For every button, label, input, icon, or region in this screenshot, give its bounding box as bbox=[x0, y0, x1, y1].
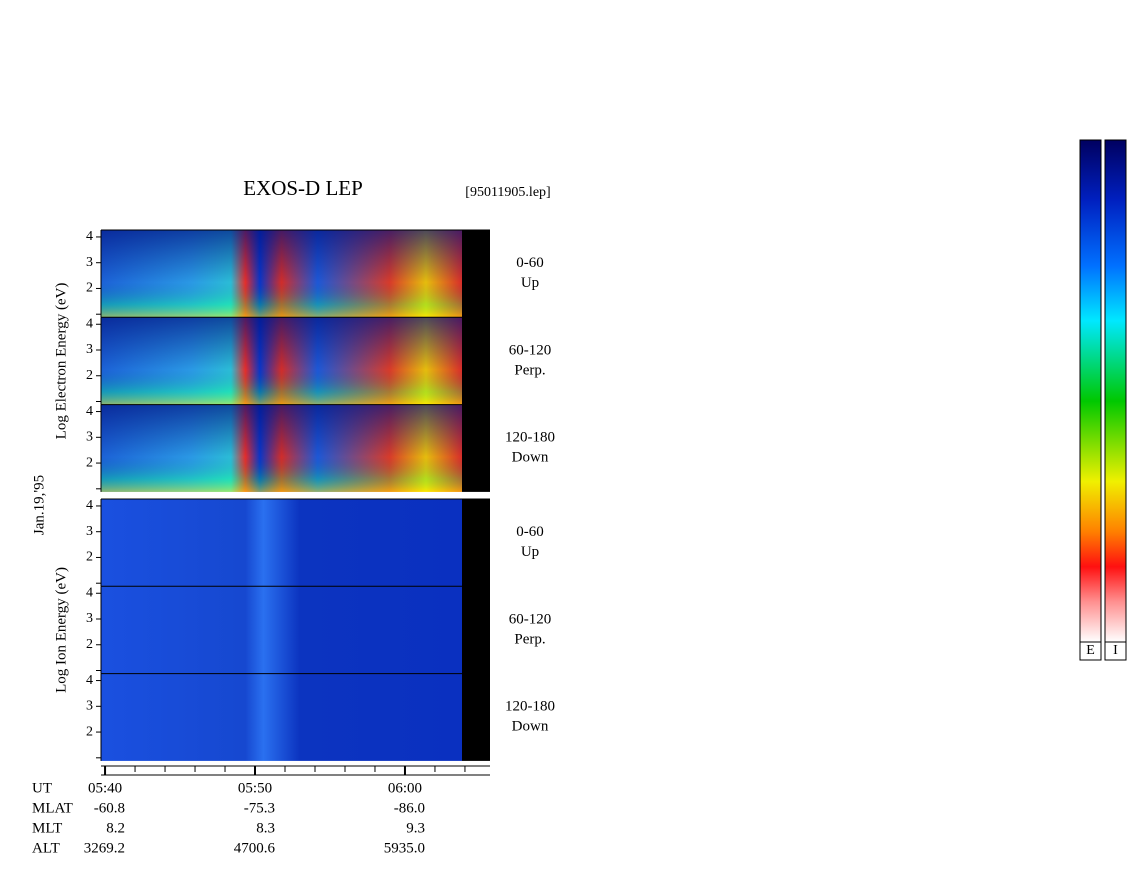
y-tick-label: 4 bbox=[86, 673, 93, 688]
direction: Down bbox=[512, 719, 549, 735]
no-data bbox=[462, 230, 490, 318]
x-tick-label: 06:00 bbox=[388, 780, 422, 796]
energy-range: 60-120 bbox=[509, 611, 552, 627]
y-tick-label: 3 bbox=[86, 342, 93, 357]
y-tick-label: 4 bbox=[86, 585, 93, 600]
row-label: MLAT bbox=[32, 800, 73, 816]
orbit-value: 9.3 bbox=[406, 820, 425, 836]
no-data bbox=[462, 673, 490, 761]
spectrogram bbox=[101, 586, 462, 674]
y-tick-label: 2 bbox=[86, 637, 93, 652]
colorbar bbox=[1079, 139, 1102, 643]
orbit-value: 4700.6 bbox=[234, 840, 276, 856]
x-tick-label: 05:40 bbox=[88, 780, 122, 796]
y-tick-label: 4 bbox=[86, 316, 93, 331]
spectrogram bbox=[101, 673, 462, 761]
y-tick-label: 2 bbox=[86, 724, 93, 739]
date: Jan.19,'95 bbox=[31, 475, 47, 535]
spectrogram-shade bbox=[101, 317, 462, 405]
row-label: ALT bbox=[32, 840, 60, 856]
y-tick-label: 4 bbox=[86, 404, 93, 419]
orbit-value: -60.8 bbox=[94, 800, 125, 816]
no-data bbox=[462, 499, 490, 587]
y-tick-label: 4 bbox=[86, 229, 93, 244]
colorbar-label-box bbox=[1079, 641, 1102, 661]
y-tick-label: 2 bbox=[86, 550, 93, 565]
y-tick-label: 3 bbox=[86, 611, 93, 626]
y-tick-label: 3 bbox=[86, 255, 93, 270]
colorbar-label: E bbox=[1086, 643, 1095, 658]
colorbar bbox=[1104, 139, 1127, 643]
title: EXOS-D LEP bbox=[243, 176, 363, 200]
energy-range: 120-180 bbox=[505, 430, 555, 446]
spectrogram-shade bbox=[101, 404, 462, 492]
orbit-value: 8.2 bbox=[106, 820, 125, 836]
y-tick-label: 4 bbox=[86, 498, 93, 513]
x-tick-label: 05:50 bbox=[238, 780, 272, 796]
spectrogram bbox=[101, 499, 462, 587]
no-data bbox=[462, 317, 490, 405]
y-tick-label: 2 bbox=[86, 368, 93, 383]
direction: Perp. bbox=[514, 631, 545, 647]
energy-range: 60-120 bbox=[509, 342, 552, 358]
orbit-value: 5935.0 bbox=[384, 840, 425, 856]
energy-range: 0-60 bbox=[516, 524, 544, 540]
orbit-value: -86.0 bbox=[394, 800, 425, 816]
y-tick-label: 2 bbox=[86, 281, 93, 296]
y-tick-label: 3 bbox=[86, 524, 93, 539]
colorbar-label: I bbox=[1113, 643, 1118, 658]
axis-label: Log Electron Energy (eV) bbox=[53, 283, 69, 440]
energy-range: 0-60 bbox=[516, 255, 544, 271]
orbit-value: 8.3 bbox=[256, 820, 275, 836]
axis-label: Log Ion Energy (eV) bbox=[53, 567, 69, 693]
row-label: UT bbox=[32, 780, 52, 796]
orbit-value: -75.3 bbox=[244, 800, 275, 816]
orbit-value: 3269.2 bbox=[84, 840, 125, 856]
file-name: [95011905.lep] bbox=[465, 185, 550, 200]
direction: Up bbox=[521, 544, 539, 560]
no-data bbox=[462, 404, 490, 492]
y-tick-label: 3 bbox=[86, 699, 93, 714]
direction: Down bbox=[512, 450, 549, 466]
y-tick-label: 2 bbox=[86, 455, 93, 470]
y-tick-label: 3 bbox=[86, 430, 93, 445]
colorbar-label-box bbox=[1104, 641, 1127, 661]
direction: Up bbox=[521, 275, 539, 291]
row-label: MLT bbox=[32, 820, 62, 836]
spectrogram-shade bbox=[101, 230, 462, 318]
direction: Perp. bbox=[514, 362, 545, 378]
no-data bbox=[462, 586, 490, 674]
energy-range: 120-180 bbox=[505, 699, 555, 715]
